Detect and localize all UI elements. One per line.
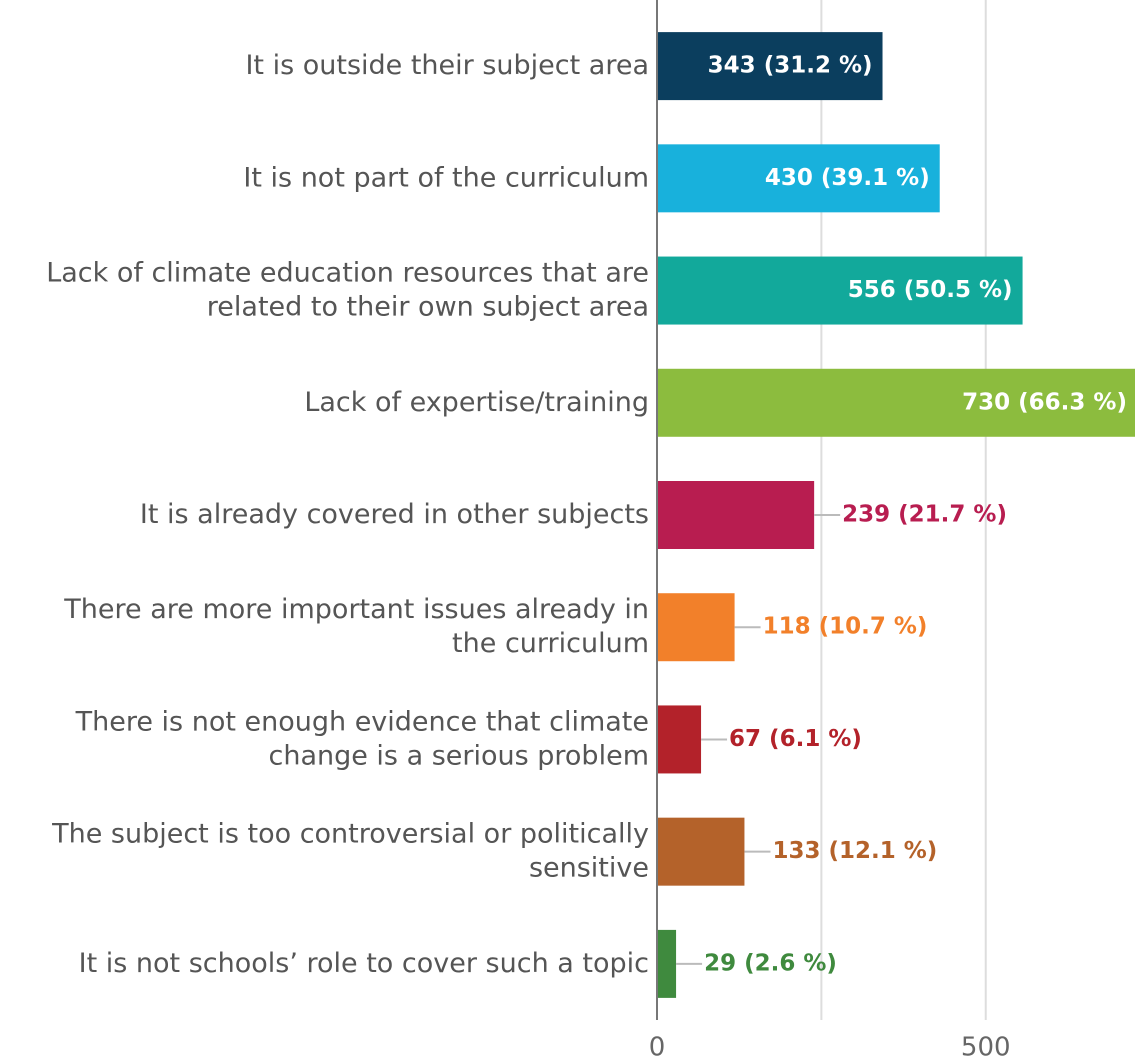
value-label: 29 (2.6 %): [704, 950, 837, 976]
category-label: Lack of climate education resources that…: [46, 257, 649, 322]
bar: [657, 144, 940, 213]
value-label: 118 (10.7 %): [763, 614, 928, 640]
category-label: It is not part of the curriculum: [243, 162, 649, 193]
value-label: 430 (39.1 %): [765, 165, 930, 191]
category-label: Lack of expertise/training: [304, 386, 649, 417]
bar: [657, 32, 883, 101]
bar: [657, 817, 745, 886]
bar: [657, 929, 677, 998]
x-tick-label: 0: [649, 1033, 666, 1057]
bar: [657, 481, 815, 549]
category-label: It is outside their subject area: [245, 50, 649, 81]
bar: [657, 256, 1023, 325]
category-label: It is already covered in other subjects: [140, 499, 649, 530]
category-label: There is not enough evidence that climat…: [75, 706, 649, 771]
bar: [657, 368, 1135, 437]
category-label: The subject is too controversial or poli…: [51, 818, 649, 883]
bar: [657, 705, 702, 774]
bar: [657, 593, 735, 662]
category-label: There are more important issues already …: [63, 594, 649, 659]
value-label: 730 (66.3 %): [962, 389, 1127, 415]
value-label: 133 (12.1 %): [772, 838, 937, 864]
x-tick-label: 500: [961, 1033, 1011, 1057]
category-label: It is not schools’ role to cover such a …: [79, 947, 649, 978]
value-label: 556 (50.5 %): [848, 277, 1013, 303]
value-label: 343 (31.2 %): [708, 53, 873, 79]
value-label: 67 (6.1 %): [729, 726, 862, 752]
value-label: 239 (21.7 %): [842, 502, 1007, 528]
